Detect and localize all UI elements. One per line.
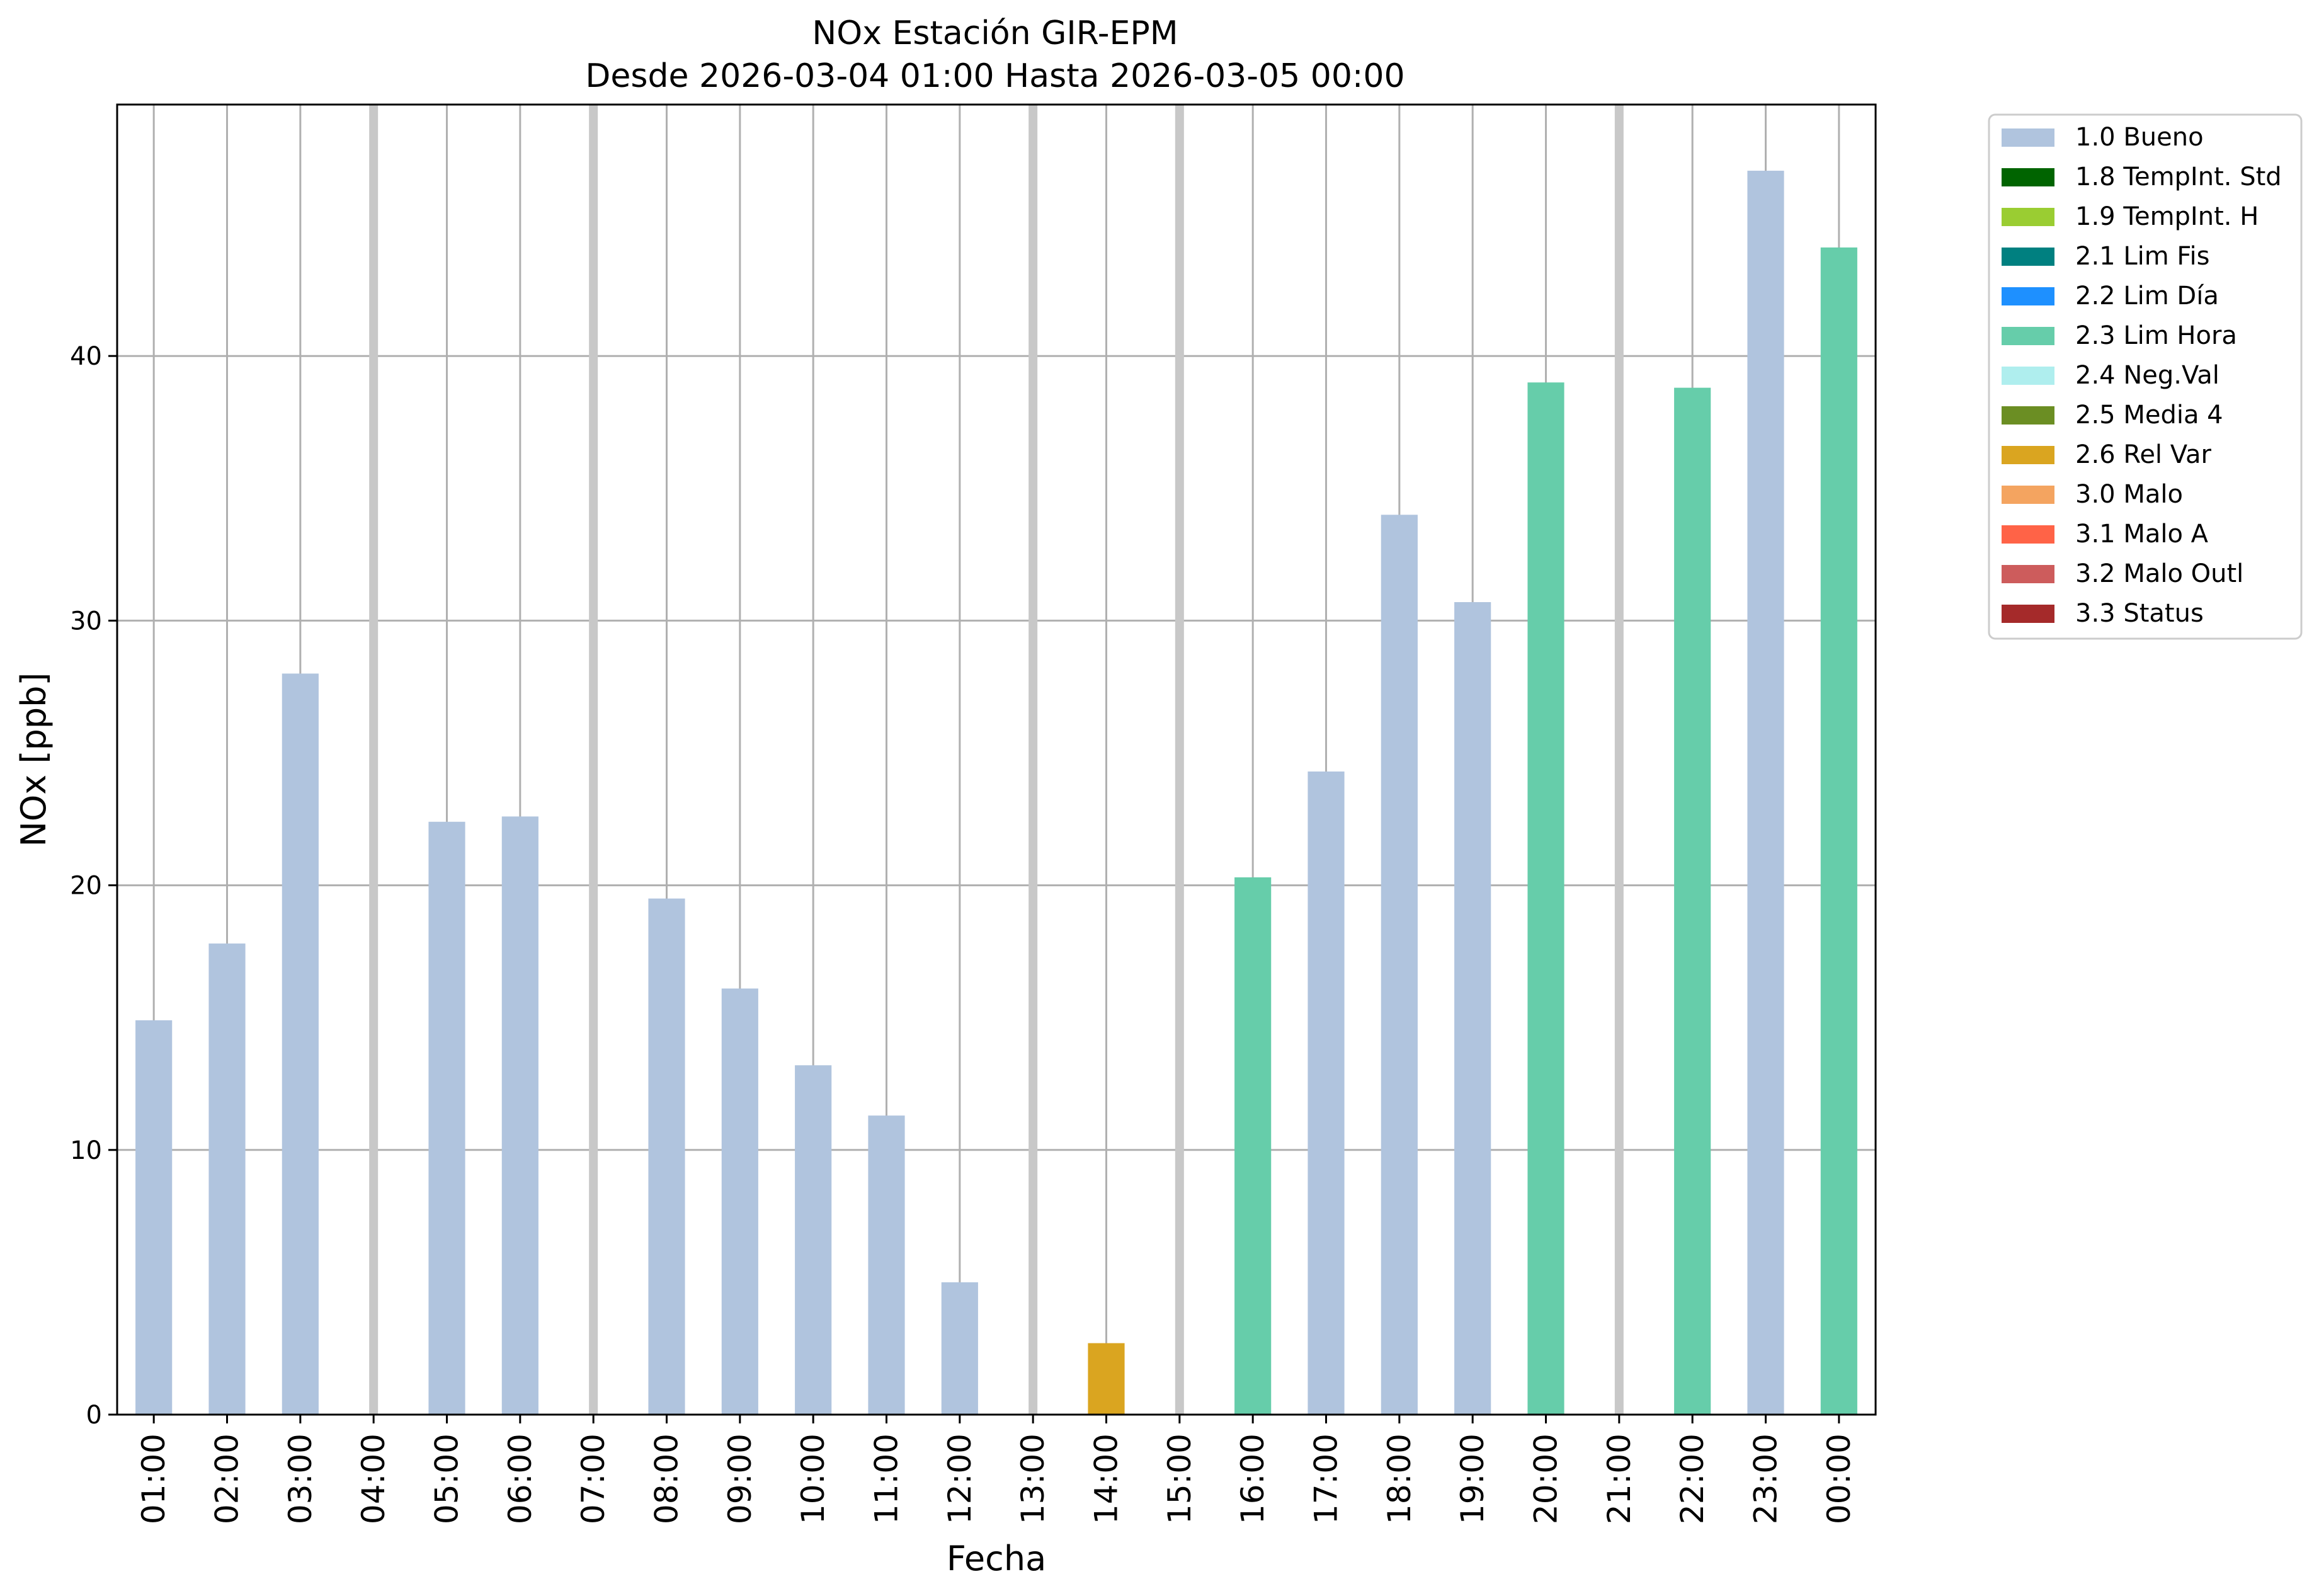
legend-label: 2.6 Rel Var bbox=[2075, 440, 2212, 469]
bar bbox=[868, 1115, 905, 1415]
x-tick-label: 03:00 bbox=[282, 1434, 319, 1524]
x-tick-label: 16:00 bbox=[1234, 1434, 1271, 1524]
legend-swatch bbox=[2002, 327, 2054, 345]
missing-value-marker bbox=[1175, 105, 1184, 1415]
legend-label: 2.2 Lim Día bbox=[2075, 282, 2219, 311]
x-tick-label: 18:00 bbox=[1381, 1434, 1418, 1524]
x-tick-label: 20:00 bbox=[1528, 1434, 1564, 1524]
x-tick-label: 06:00 bbox=[502, 1434, 538, 1524]
x-tick-label: 01:00 bbox=[135, 1434, 172, 1524]
bar bbox=[1820, 247, 1857, 1415]
legend-label: 3.3 Status bbox=[2075, 599, 2204, 628]
y-axis-ticks: 0 10 20 30 40 bbox=[70, 342, 117, 1430]
legend-swatch bbox=[2002, 128, 2054, 147]
legend: 1.0 Bueno 1.8 TempInt. Std 1.9 TempInt. H 2… bbox=[1988, 113, 2303, 640]
y-tick-label: 40 bbox=[70, 342, 102, 371]
legend-swatch bbox=[2002, 367, 2054, 385]
x-tick-label: 19:00 bbox=[1454, 1434, 1491, 1524]
y-tick-label: 10 bbox=[70, 1136, 102, 1165]
x-axis-label: Fecha bbox=[947, 1539, 1046, 1578]
missing-value-marker bbox=[369, 105, 379, 1415]
legend-swatch bbox=[2002, 446, 2054, 464]
bar bbox=[501, 816, 538, 1415]
bar bbox=[648, 898, 685, 1415]
x-tick-label: 15:00 bbox=[1161, 1434, 1198, 1524]
x-tick-label: 23:00 bbox=[1748, 1434, 1784, 1524]
legend-label: 1.0 Bueno bbox=[2075, 123, 2204, 152]
legend-swatch bbox=[2002, 565, 2054, 583]
bar bbox=[282, 673, 319, 1415]
legend-label: 3.1 Malo A bbox=[2075, 520, 2209, 549]
bars bbox=[135, 171, 1857, 1415]
x-tick-label: 22:00 bbox=[1674, 1434, 1711, 1524]
plot-frame bbox=[116, 103, 1877, 1416]
x-tick-label: 12:00 bbox=[942, 1434, 978, 1524]
bar bbox=[1747, 171, 1784, 1415]
legend-swatch bbox=[2002, 406, 2054, 425]
legend-label: 3.0 Malo bbox=[2075, 480, 2183, 509]
y-tick-label: 20 bbox=[70, 872, 102, 901]
legend-entries: 1.0 Bueno 1.8 TempInt. Std 1.9 TempInt. H 2… bbox=[2002, 123, 2282, 628]
bar bbox=[1381, 515, 1418, 1415]
x-tick-label: 04:00 bbox=[355, 1434, 392, 1524]
legend-swatch bbox=[2002, 605, 2054, 623]
chart-title: NOx Estación GIR-EPM bbox=[812, 14, 1178, 52]
legend-swatch bbox=[2002, 486, 2054, 504]
x-tick-label: 11:00 bbox=[869, 1434, 905, 1524]
x-tick-label: 13:00 bbox=[1015, 1434, 1051, 1524]
legend-label: 1.8 TempInt. Std bbox=[2075, 162, 2282, 191]
missing-value-marker bbox=[1614, 105, 1624, 1415]
bar bbox=[1527, 382, 1564, 1415]
legend-swatch bbox=[2002, 248, 2054, 266]
x-axis-ticks: 01:00 02:00 03:00 04:00 05:00 06:00 07:00 08:00… bbox=[135, 1415, 1857, 1524]
legend-swatch bbox=[2002, 525, 2054, 544]
bar bbox=[1674, 387, 1711, 1415]
x-tick-label: 14:00 bbox=[1088, 1434, 1125, 1524]
legend-swatch bbox=[2002, 168, 2054, 186]
y-tick-label: 30 bbox=[70, 607, 102, 636]
bar bbox=[1088, 1343, 1125, 1415]
legend-swatch bbox=[2002, 287, 2054, 305]
x-tick-label: 09:00 bbox=[722, 1434, 758, 1524]
legend-label: 2.3 Lim Hora bbox=[2075, 321, 2237, 350]
legend-frame bbox=[1988, 113, 2303, 640]
x-tick-label: 21:00 bbox=[1601, 1434, 1638, 1524]
legend-label: 2.5 Media 4 bbox=[2075, 401, 2223, 430]
chart-subtitle: Desde 2026-03-04 01:00 Hasta 2026-03-05 … bbox=[585, 57, 1405, 95]
missing-data-markers bbox=[369, 105, 1624, 1415]
legend-swatch bbox=[2002, 208, 2054, 226]
legend-label: 2.1 Lim Fis bbox=[2075, 242, 2209, 271]
x-tick-label: 05:00 bbox=[429, 1434, 465, 1524]
x-tick-label: 17:00 bbox=[1308, 1434, 1345, 1524]
y-tick-label: 0 bbox=[86, 1401, 102, 1430]
bar bbox=[941, 1282, 978, 1415]
bar bbox=[721, 988, 758, 1415]
missing-value-marker bbox=[1028, 105, 1038, 1415]
x-tick-label: 02:00 bbox=[209, 1434, 246, 1524]
x-tick-label: 10:00 bbox=[795, 1434, 831, 1524]
bar bbox=[208, 943, 246, 1415]
legend-label: 1.9 TempInt. H bbox=[2075, 202, 2259, 231]
missing-value-marker bbox=[589, 105, 598, 1415]
bar bbox=[1234, 877, 1272, 1415]
bar bbox=[135, 1020, 173, 1415]
y-axis-label: NOx [ppb] bbox=[14, 673, 54, 847]
x-tick-label: 07:00 bbox=[575, 1434, 612, 1524]
legend-label: 3.2 Malo Outl bbox=[2075, 559, 2243, 588]
bar bbox=[428, 821, 465, 1415]
bar bbox=[795, 1065, 832, 1415]
bar bbox=[1308, 771, 1345, 1415]
legend-label: 2.4 Neg.Val bbox=[2075, 361, 2219, 390]
bar bbox=[1454, 601, 1491, 1415]
x-tick-label: 08:00 bbox=[649, 1434, 685, 1524]
x-tick-label: 00:00 bbox=[1821, 1434, 1857, 1524]
